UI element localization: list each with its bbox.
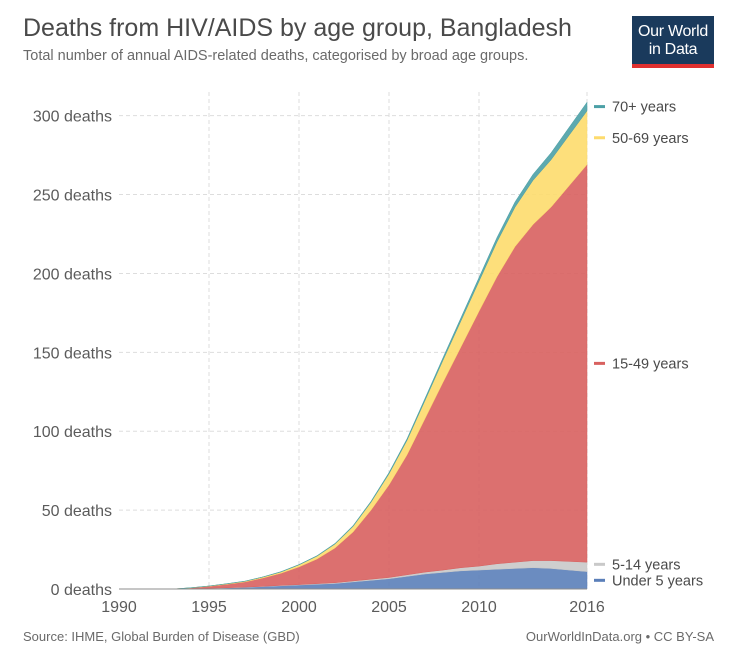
source-note[interactable]: Source: IHME, Global Burden of Disease (… bbox=[23, 629, 300, 644]
legend-label: 50-69 years bbox=[612, 131, 689, 147]
x-tick-label: 1995 bbox=[191, 599, 227, 616]
y-tick-label: 250 deaths bbox=[33, 188, 112, 205]
logo-line-2: in Data bbox=[648, 41, 698, 58]
legend-label: 70+ years bbox=[612, 100, 676, 116]
legend-item: 50-69 years bbox=[594, 131, 689, 147]
legend-label: 5-14 years bbox=[612, 557, 681, 573]
chart-title: Deaths from HIV/AIDS by age group, Bangl… bbox=[23, 14, 572, 42]
legend-item: 15-49 years bbox=[594, 356, 689, 372]
y-tick-label: 0 deaths bbox=[51, 582, 112, 599]
y-tick-label: 150 deaths bbox=[33, 345, 112, 362]
area-70-years bbox=[119, 101, 588, 590]
axes: 0 deaths 50 deaths 100 deaths 150 deaths 200… bbox=[33, 109, 605, 616]
legend-item: 5-14 years bbox=[594, 557, 681, 573]
legend-item: 70+ years bbox=[594, 100, 676, 116]
legend-item: Under 5 years bbox=[594, 573, 703, 589]
y-tick-label: 100 deaths bbox=[33, 424, 112, 441]
x-tick-label: 2000 bbox=[281, 599, 317, 616]
owid-logo[interactable]: Our World in Data bbox=[632, 16, 714, 68]
stacked-area-chart: 0 deaths 50 deaths 100 deaths 150 deaths 200… bbox=[33, 92, 703, 616]
legend-label: 15-49 years bbox=[612, 356, 689, 372]
x-tick-label: 2005 bbox=[371, 599, 407, 616]
y-tick-label: 50 deaths bbox=[42, 503, 112, 520]
chart-subtitle: Total number of annual AIDS-related deat… bbox=[23, 48, 529, 64]
legend-label: Under 5 years bbox=[612, 573, 703, 589]
x-tick-label: 1990 bbox=[101, 599, 137, 616]
credit-note[interactable]: OurWorldInData.org • CC BY-SA bbox=[525, 629, 714, 644]
y-tick-label: 200 deaths bbox=[33, 266, 112, 283]
logo-line-1: Our World bbox=[638, 23, 708, 40]
x-tick-label: 2010 bbox=[461, 599, 497, 616]
series-areas bbox=[119, 101, 588, 590]
y-tick-label: 300 deaths bbox=[33, 109, 112, 126]
x-tick-label: 2016 bbox=[569, 599, 605, 616]
